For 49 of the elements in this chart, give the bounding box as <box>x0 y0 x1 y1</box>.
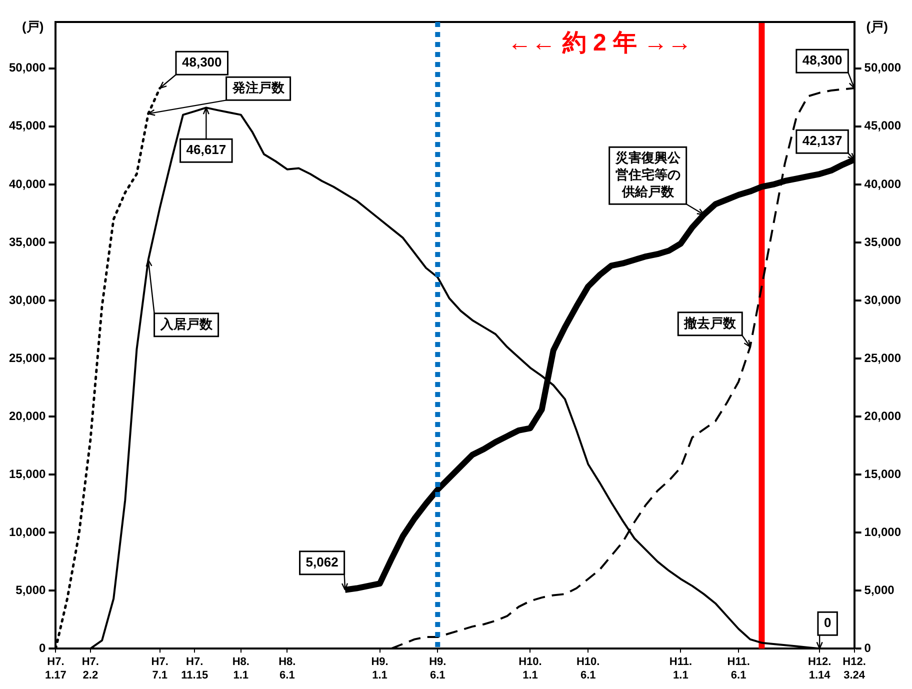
text: 災害復興公営住宅等の供給戸数 <box>614 150 682 200</box>
y-tick-label: 10,000 <box>9 524 46 539</box>
annotation: 48,300 <box>802 52 842 68</box>
x-tick-label: H11. 1.1 <box>669 656 692 682</box>
y-axis-title: (戸) <box>22 19 44 34</box>
y2-tick-label: 45,000 <box>864 118 902 133</box>
x-tick-label: H11. 6.1 <box>727 656 750 682</box>
series-label: 入居戸数 <box>159 316 214 332</box>
y-tick-label: 30,000 <box>9 292 46 307</box>
x-tick-label: H10. 6.1 <box>576 656 600 682</box>
annotation: 48,300 <box>182 54 222 70</box>
y-tick-label: 0 <box>39 640 46 655</box>
y-tick-label: 15,000 <box>9 466 46 481</box>
y-tick-label: 20,000 <box>9 408 46 423</box>
y-tick-label: 45,000 <box>9 118 46 133</box>
x-tick-label: H7. 7.1 <box>151 656 168 682</box>
y-tick-label: 40,000 <box>9 176 46 191</box>
x-tick-label: H9. 6.1 <box>429 656 446 682</box>
y2-tick-label: 15,000 <box>864 466 902 481</box>
y-tick-label: 35,000 <box>9 234 46 249</box>
y2-axis-title: (戸) <box>866 19 888 34</box>
x-tick-label: H8. 6.1 <box>278 656 296 682</box>
x-tick-label: H7. 2.2 <box>82 656 99 682</box>
annotation: 42,137 <box>802 133 842 148</box>
annotation: 46,617 <box>186 142 226 158</box>
y2-tick-label: 40,000 <box>864 176 902 191</box>
y2-tick-label: 35,000 <box>864 234 902 249</box>
x-tick-label: H9. 1.1 <box>371 656 388 682</box>
annotation: 5,062 <box>306 554 338 570</box>
y2-tick-label: 20,000 <box>864 408 902 423</box>
x-tick-label: H12. 1.14 <box>808 656 832 682</box>
y-tick-label: 50,000 <box>9 60 46 75</box>
text: 発注戸数 <box>231 80 286 96</box>
y-tick-label: 5,000 <box>16 582 46 597</box>
y2-tick-label: 25,000 <box>864 350 902 365</box>
annotation: ←← 約 2 年 →→ <box>508 30 692 57</box>
y2-tick-label: 10,000 <box>864 524 902 539</box>
series-label: 撤去戸数 <box>683 315 738 330</box>
x-tick-label: H7. 1.17 <box>44 656 66 682</box>
x-tick-label: H7. 11.15 <box>181 656 208 682</box>
x-tick-label: H10. 1.1 <box>518 656 542 682</box>
y2-tick-label: 30,000 <box>864 292 902 307</box>
y-tick-label: 25,000 <box>9 350 46 365</box>
x-tick-label: H8. 1.1 <box>232 656 250 682</box>
x-tick-label: H12. 3.24 <box>842 656 866 682</box>
y2-tick-label: 5,000 <box>864 582 895 597</box>
annotation: 0 <box>824 615 832 630</box>
y2-tick-label: 0 <box>864 640 872 655</box>
y2-tick-label: 50,000 <box>864 60 902 75</box>
